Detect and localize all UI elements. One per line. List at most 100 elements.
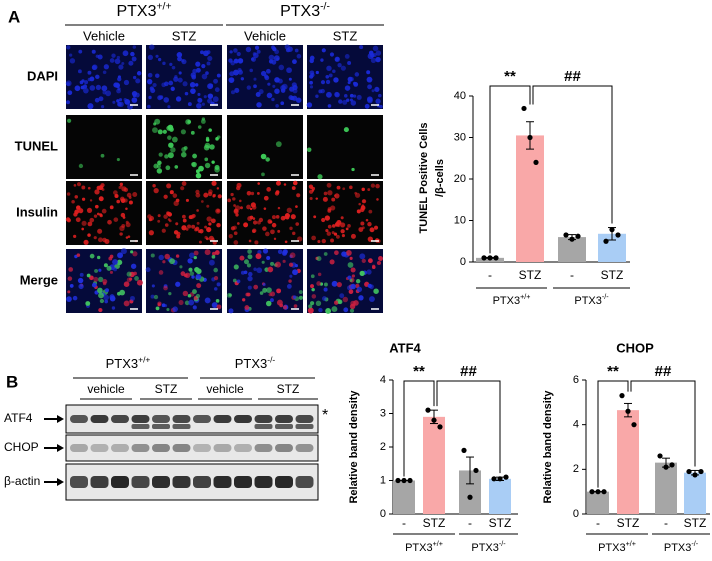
cell [188, 267, 193, 272]
cell [130, 263, 137, 269]
cell [375, 50, 382, 56]
cell [168, 142, 174, 148]
cell [330, 205, 336, 211]
cell [336, 220, 342, 226]
cell [177, 77, 183, 83]
cell [191, 74, 197, 80]
cell [298, 290, 303, 295]
cell [181, 59, 187, 65]
cell [329, 259, 335, 265]
cell [295, 205, 298, 208]
cell [276, 288, 282, 294]
cell [310, 284, 314, 289]
group-label-base: PTX3 [405, 542, 433, 554]
cell [196, 283, 202, 289]
cell [265, 68, 271, 74]
cell [323, 282, 328, 287]
significance-label: ** [607, 363, 619, 380]
cell [370, 57, 377, 64]
cell [236, 222, 240, 225]
cell [347, 275, 352, 280]
data-point [595, 489, 601, 495]
cell [315, 300, 322, 307]
y-axis-label: Relative band density [348, 390, 360, 504]
blot-band [172, 444, 191, 452]
data-point [527, 134, 533, 141]
cell [350, 100, 357, 106]
cell [152, 127, 158, 134]
cell [91, 65, 97, 71]
cell [113, 267, 118, 272]
cell [114, 58, 121, 65]
cell [125, 236, 129, 239]
row-label: CHOP [4, 440, 39, 454]
cell [262, 226, 267, 231]
data-point [497, 476, 503, 482]
cell [148, 95, 152, 100]
cell [96, 212, 100, 216]
cell [229, 50, 233, 54]
cell [208, 222, 212, 226]
cell [245, 46, 252, 53]
cell [195, 273, 202, 280]
bar [459, 470, 481, 514]
cell [195, 192, 201, 198]
cell [340, 229, 345, 234]
cell [349, 278, 353, 282]
cell [216, 187, 220, 190]
data-point [589, 489, 595, 495]
cell [228, 58, 233, 63]
data-point [657, 453, 663, 459]
cell [178, 300, 184, 306]
cell [253, 52, 259, 59]
cell [203, 192, 209, 198]
arrow-head [57, 478, 64, 486]
cell [116, 259, 123, 266]
cell [79, 272, 84, 277]
cell [66, 218, 71, 223]
cell [334, 92, 340, 98]
cell [327, 190, 333, 196]
cell [153, 294, 159, 300]
cell [191, 161, 197, 168]
y-axis-label: Relative band density [542, 390, 554, 504]
cell [149, 44, 155, 50]
cell [192, 68, 198, 74]
cell [80, 85, 85, 90]
cell [298, 295, 303, 300]
cell [166, 307, 170, 312]
cell [327, 207, 332, 211]
cell [126, 271, 132, 277]
blot-band [213, 476, 232, 488]
cell [148, 230, 154, 236]
y-tick-label: 1 [380, 474, 386, 486]
blot-band [275, 424, 293, 429]
cell [102, 70, 107, 75]
cell [286, 67, 292, 74]
cell [326, 231, 332, 236]
cell [150, 253, 155, 258]
cell [133, 271, 137, 276]
cell [74, 195, 78, 199]
group-header-sup: -/- [320, 1, 330, 12]
data-point [692, 472, 698, 478]
cell [215, 298, 220, 303]
y-tick-label: 0 [460, 256, 466, 268]
cell [325, 228, 329, 233]
cell [101, 188, 105, 191]
y-tick-label: 2 [380, 441, 386, 453]
cell [67, 276, 73, 281]
cell [295, 222, 300, 226]
cell [366, 76, 373, 83]
cell [128, 200, 133, 205]
cell [327, 224, 332, 229]
cell [86, 273, 91, 278]
blot-band [234, 444, 252, 452]
cell [179, 265, 183, 269]
cell [331, 197, 336, 202]
blot-band [131, 415, 150, 423]
panel-label: A [8, 7, 20, 26]
cell [261, 260, 265, 264]
cell [163, 194, 168, 199]
cell [194, 83, 199, 87]
